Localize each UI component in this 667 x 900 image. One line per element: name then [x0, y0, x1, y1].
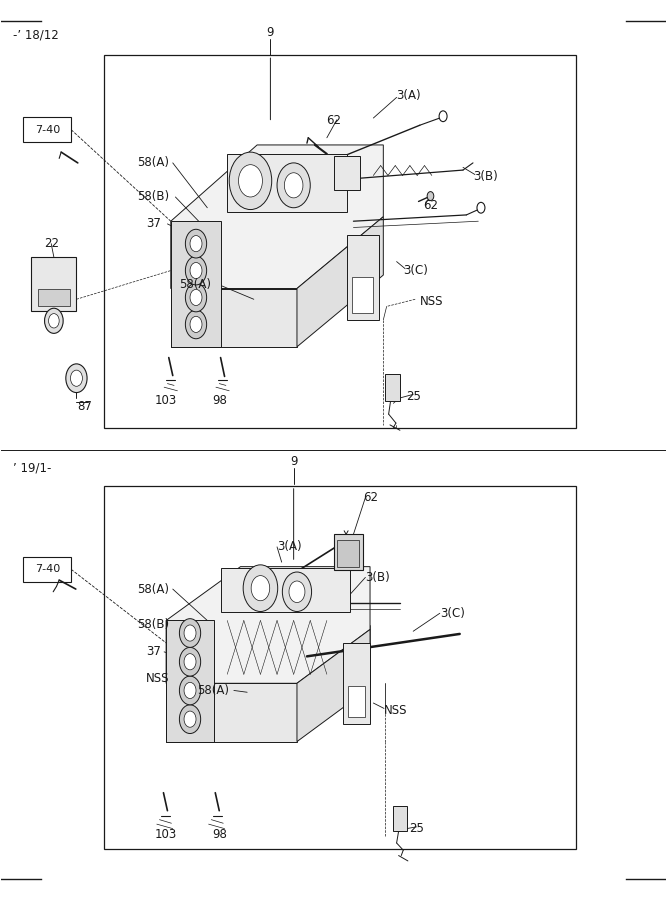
- Text: 37: 37: [146, 645, 161, 659]
- Text: 62: 62: [364, 491, 378, 504]
- Text: 62: 62: [423, 200, 438, 212]
- Text: 58(B): 58(B): [137, 191, 169, 203]
- Bar: [227, 154, 347, 212]
- Circle shape: [243, 565, 277, 611]
- Circle shape: [282, 572, 311, 611]
- Text: NSS: NSS: [146, 672, 169, 685]
- Text: 98: 98: [212, 827, 227, 841]
- Circle shape: [239, 165, 262, 197]
- Bar: [352, 277, 374, 312]
- Circle shape: [289, 581, 305, 602]
- Text: 7-40: 7-40: [35, 564, 60, 574]
- Bar: [104, 55, 576, 427]
- Bar: [347, 235, 379, 320]
- Text: 3(B): 3(B): [473, 170, 498, 183]
- Text: 3(C): 3(C): [404, 264, 428, 277]
- Circle shape: [284, 173, 303, 198]
- Bar: [334, 535, 363, 571]
- Circle shape: [184, 625, 196, 641]
- Polygon shape: [166, 683, 297, 742]
- Text: 25: 25: [406, 390, 421, 402]
- Text: 25: 25: [409, 822, 424, 835]
- Text: 58(A): 58(A): [137, 157, 169, 169]
- Circle shape: [277, 163, 310, 208]
- Bar: [38, 289, 70, 306]
- Polygon shape: [166, 620, 214, 742]
- Text: 98: 98: [212, 394, 227, 407]
- Bar: [31, 257, 77, 310]
- Text: 87: 87: [77, 400, 92, 413]
- Text: 3(C): 3(C): [440, 607, 465, 620]
- Text: 9: 9: [267, 26, 274, 40]
- Circle shape: [185, 256, 207, 285]
- Text: 103: 103: [155, 394, 177, 407]
- Bar: [23, 557, 71, 582]
- Circle shape: [71, 370, 83, 386]
- Polygon shape: [297, 217, 384, 346]
- Bar: [348, 686, 366, 717]
- Circle shape: [179, 705, 201, 734]
- Circle shape: [190, 263, 202, 279]
- Polygon shape: [171, 221, 221, 346]
- Text: 3(A): 3(A): [277, 540, 301, 554]
- Polygon shape: [171, 145, 384, 289]
- Bar: [334, 156, 360, 190]
- Circle shape: [49, 313, 59, 328]
- Text: NSS: NSS: [420, 295, 444, 309]
- Bar: [23, 117, 71, 142]
- Text: 58(A): 58(A): [137, 582, 169, 596]
- Circle shape: [179, 647, 201, 676]
- Circle shape: [184, 711, 196, 727]
- Circle shape: [45, 308, 63, 333]
- Circle shape: [190, 290, 202, 305]
- Circle shape: [179, 676, 201, 705]
- Text: 37: 37: [146, 218, 161, 230]
- Circle shape: [66, 364, 87, 392]
- Text: 62: 62: [326, 114, 341, 127]
- Text: 3(A): 3(A): [397, 89, 422, 102]
- Text: ’ 19/1-: ’ 19/1-: [13, 462, 52, 474]
- Bar: [221, 569, 350, 611]
- Text: 7-40: 7-40: [35, 125, 60, 135]
- Bar: [104, 486, 576, 850]
- Text: 22: 22: [44, 237, 59, 250]
- Text: NSS: NSS: [384, 704, 408, 716]
- Text: 58(A): 58(A): [179, 277, 211, 291]
- Text: -’ 18/12: -’ 18/12: [13, 29, 59, 42]
- Text: 58(B): 58(B): [137, 618, 169, 632]
- Circle shape: [184, 653, 196, 670]
- Circle shape: [251, 576, 269, 600]
- Text: 58(A): 58(A): [197, 684, 229, 697]
- Circle shape: [185, 230, 207, 258]
- Text: 103: 103: [155, 827, 177, 841]
- Polygon shape: [297, 629, 370, 742]
- Circle shape: [179, 618, 201, 647]
- Circle shape: [439, 111, 447, 122]
- Circle shape: [185, 310, 207, 338]
- Bar: [344, 643, 370, 724]
- Circle shape: [229, 152, 271, 210]
- Circle shape: [427, 192, 434, 201]
- Bar: [386, 374, 400, 400]
- Polygon shape: [171, 289, 297, 347]
- Bar: [394, 806, 407, 832]
- Circle shape: [190, 236, 202, 252]
- Circle shape: [190, 316, 202, 332]
- Circle shape: [477, 202, 485, 213]
- Text: 3(B): 3(B): [366, 571, 390, 584]
- Polygon shape: [166, 567, 370, 683]
- Text: 9: 9: [290, 455, 297, 468]
- Circle shape: [185, 284, 207, 311]
- Bar: [337, 540, 360, 567]
- Circle shape: [184, 682, 196, 698]
